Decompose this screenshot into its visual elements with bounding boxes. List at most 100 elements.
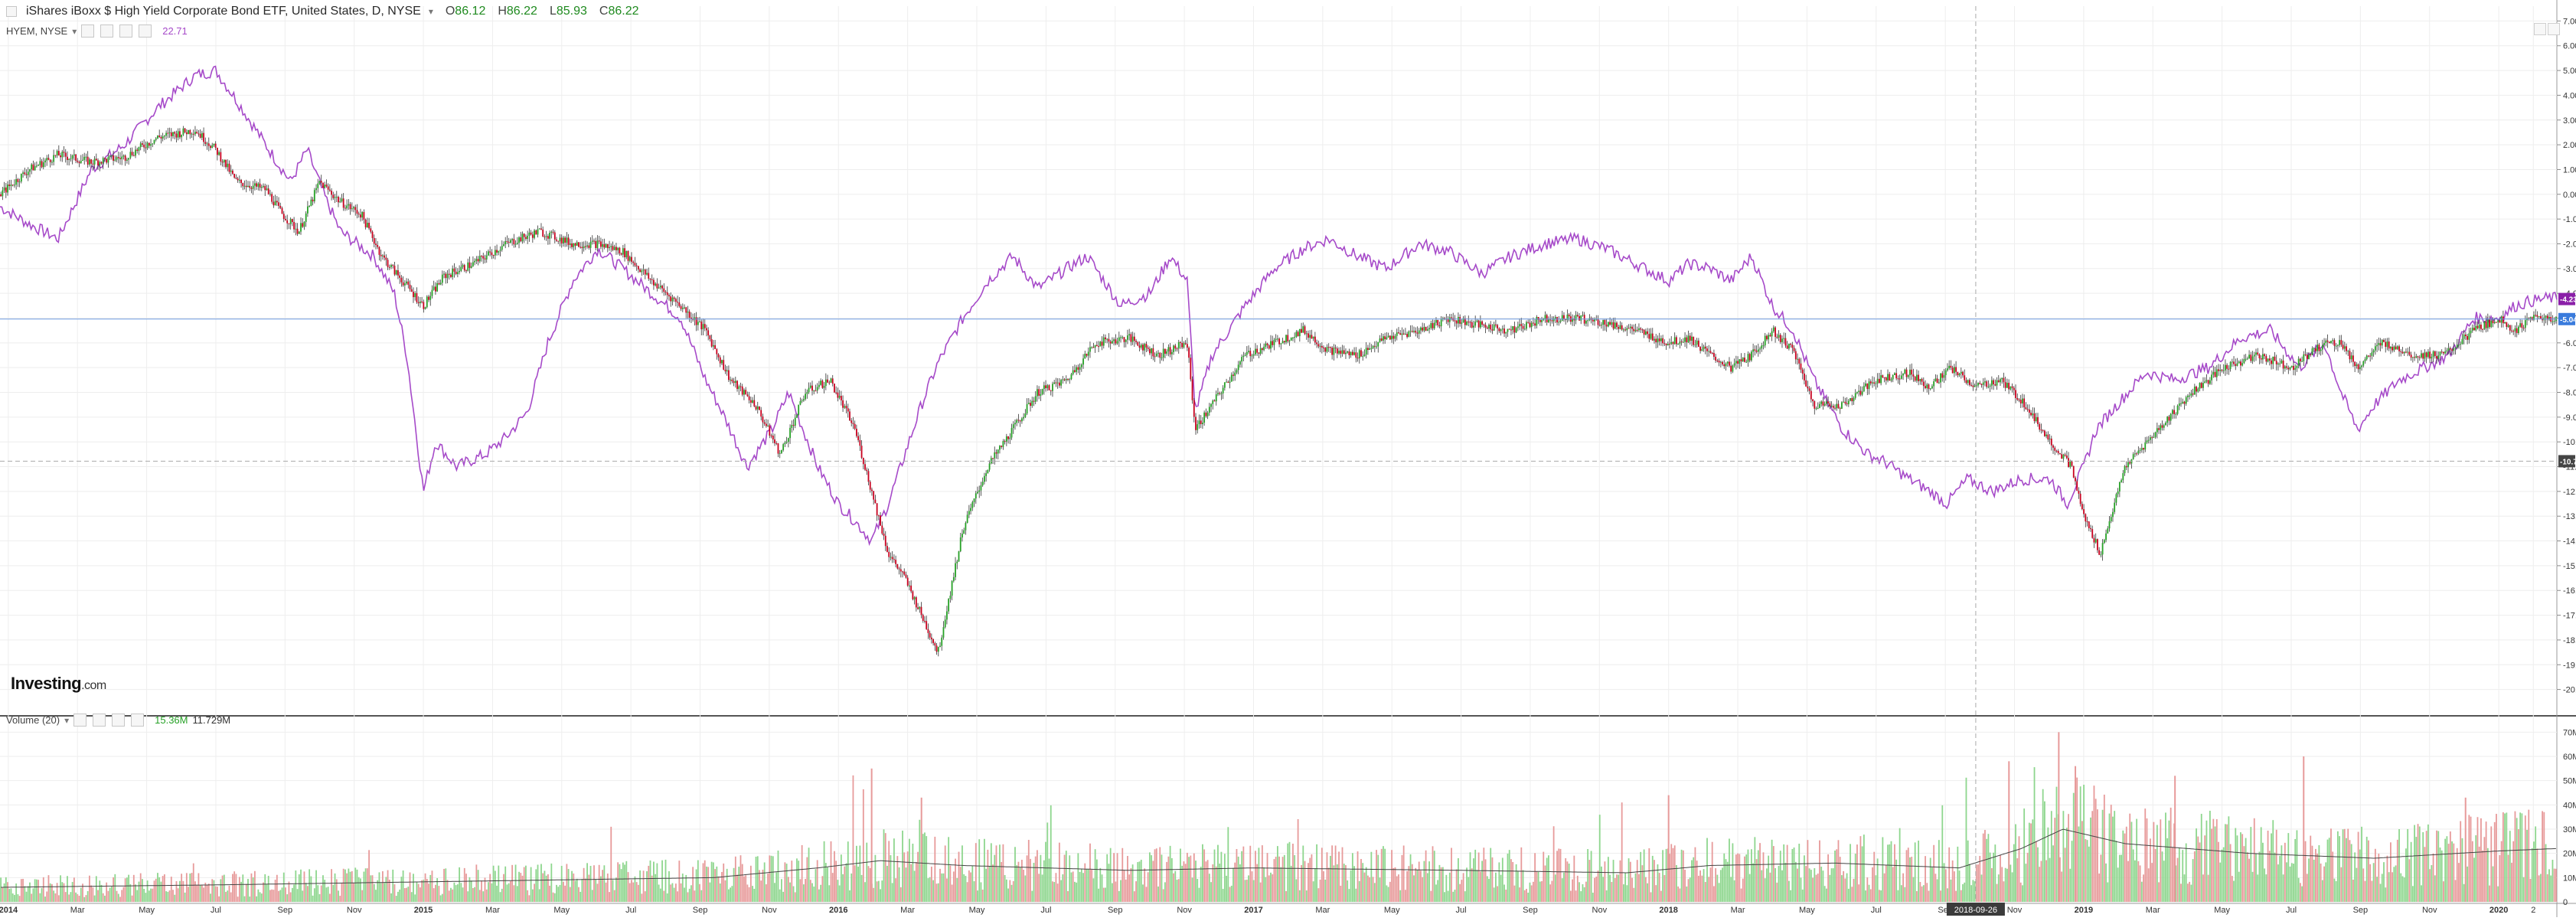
investing-logo[interactable]: Investing.com: [11, 674, 106, 694]
more-icon[interactable]: [131, 714, 145, 727]
candle-body: [1215, 394, 1217, 402]
eye-toggle-icon[interactable]: [81, 24, 95, 38]
candle-body: [2103, 540, 2105, 544]
volume-bar: [1805, 866, 1807, 902]
chevron-down-icon[interactable]: ▾: [428, 6, 433, 17]
candle-body: [816, 387, 818, 391]
compare-symbol[interactable]: HYEM, NYSE: [6, 25, 68, 37]
candle-body: [1597, 318, 1599, 325]
volume-bar: [2286, 862, 2287, 902]
volume-bar: [1295, 879, 1298, 902]
candle-body: [828, 382, 831, 384]
pane-maximize-icon[interactable]: [2534, 23, 2546, 35]
candle-body: [1377, 341, 1379, 347]
x-tick-label: Mar: [1315, 906, 1330, 915]
volume-bar: [1392, 867, 1395, 902]
volume-bar: [2460, 821, 2462, 902]
candle-body: [1503, 328, 1505, 334]
candle-body: [1080, 364, 1082, 367]
candle-body: [2471, 328, 2473, 331]
chevron-down-icon[interactable]: ▾: [64, 714, 70, 726]
remove-icon[interactable]: [112, 714, 126, 727]
ohlc-close-value: 86.22: [608, 5, 639, 18]
volume-bar: [1915, 890, 1918, 902]
volume-bar: [346, 873, 348, 902]
candle-body: [317, 183, 319, 188]
y-tick-label: -18.00%: [2563, 636, 2576, 645]
candle-body: [1984, 381, 1986, 383]
volume-bar: [1689, 877, 1691, 902]
symbol-title[interactable]: iShares iBoxx $ High Yield Corporate Bon…: [26, 5, 421, 18]
volume-bar: [494, 870, 496, 902]
candle-body: [763, 422, 766, 424]
eye-toggle-icon[interactable]: [73, 714, 87, 727]
candle-body: [1507, 328, 1509, 332]
candle-body: [185, 132, 188, 135]
volume-bar: [1350, 870, 1352, 902]
collapse-square-icon[interactable]: [6, 6, 17, 17]
settings-icon[interactable]: [93, 714, 106, 727]
volume-bar: [2071, 841, 2073, 902]
candle-body: [1510, 329, 1512, 331]
volume-bar: [1936, 879, 1938, 902]
volume-bar: [589, 866, 592, 902]
candle-body: [2093, 537, 2095, 543]
candle-body: [2518, 326, 2519, 334]
volume-bar: [2424, 847, 2426, 902]
candle-body: [799, 400, 802, 405]
volume-bar: [2296, 830, 2298, 902]
x-tick-label: May: [1799, 906, 1815, 915]
candle-body: [1869, 381, 1872, 384]
volume-bar: [2374, 848, 2376, 902]
more-icon[interactable]: [139, 24, 152, 38]
candle-body: [126, 159, 128, 161]
volume-bar: [1304, 861, 1306, 902]
volume-bar: [719, 883, 721, 902]
chevron-down-icon[interactable]: ▾: [72, 25, 77, 37]
volume-bar: [14, 894, 15, 902]
volume-bar: [1273, 859, 1275, 902]
volume-bar: [1536, 871, 1538, 902]
volume-bar: [828, 885, 831, 902]
y-tick-label: 3.00%: [2563, 116, 2576, 126]
candle-body: [1687, 335, 1690, 343]
candle-body: [1180, 341, 1181, 343]
volume-bar: [560, 865, 563, 902]
volume-bar: [1422, 877, 1424, 902]
candle-body: [2004, 382, 2006, 388]
candle-body: [569, 243, 571, 245]
candle-body: [821, 380, 824, 388]
volume-bar: [390, 893, 392, 902]
pane-close-icon[interactable]: [2548, 23, 2560, 35]
volume-bar: [2083, 785, 2085, 902]
candle-body: [1281, 341, 1284, 344]
candle-body: [2091, 529, 2094, 538]
candle-body: [2323, 343, 2325, 345]
candle-body: [2025, 407, 2027, 410]
volume-bar: [1726, 861, 1729, 902]
volume-bar: [1316, 844, 1317, 902]
settings-icon[interactable]: [100, 24, 114, 38]
volume-bar: [1413, 875, 1415, 902]
volume-bar: [116, 890, 118, 902]
volume-bar: [2287, 833, 2290, 902]
candle-body: [615, 247, 617, 250]
candle-body: [806, 392, 808, 394]
volume-bar: [1473, 858, 1474, 902]
volume-bar: [194, 881, 196, 902]
series-line-hyem: [0, 65, 2558, 547]
remove-icon[interactable]: [119, 24, 133, 38]
candle-body: [666, 292, 668, 296]
volume-bar: [2154, 848, 2156, 902]
volume-bar: [723, 863, 725, 902]
candle-body: [413, 292, 414, 298]
volume-title[interactable]: Volume (20): [6, 714, 60, 726]
volume-bar: [10, 888, 12, 902]
volume-bar: [279, 890, 282, 902]
volume-bar: [642, 870, 645, 902]
candle-body: [1798, 358, 1801, 364]
candle-body: [1805, 380, 1807, 387]
x-tick-label: Jul: [211, 906, 221, 915]
